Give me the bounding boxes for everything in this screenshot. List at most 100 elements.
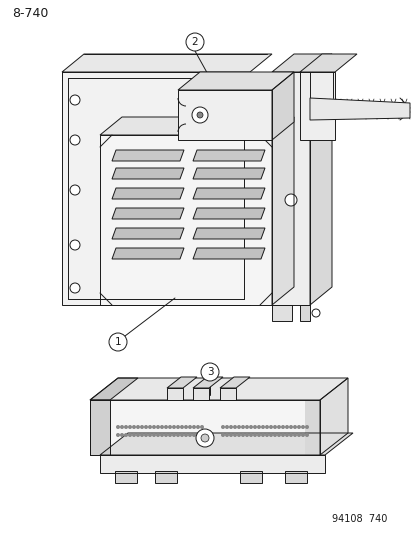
Circle shape (296, 425, 300, 429)
Circle shape (236, 425, 240, 429)
Circle shape (70, 135, 80, 145)
Circle shape (136, 433, 140, 437)
Circle shape (156, 425, 159, 429)
Circle shape (236, 433, 240, 437)
Polygon shape (112, 150, 183, 161)
Polygon shape (192, 388, 209, 400)
Polygon shape (271, 72, 293, 140)
Circle shape (199, 433, 204, 437)
Circle shape (192, 425, 195, 429)
Circle shape (192, 107, 207, 123)
Polygon shape (90, 378, 347, 400)
Circle shape (248, 433, 252, 437)
Polygon shape (192, 228, 264, 239)
Circle shape (264, 425, 268, 429)
Text: 1: 1 (114, 337, 121, 347)
Circle shape (176, 433, 180, 437)
Polygon shape (309, 98, 409, 120)
Polygon shape (178, 90, 271, 140)
Circle shape (240, 425, 244, 429)
Circle shape (260, 433, 264, 437)
Circle shape (156, 433, 159, 437)
Circle shape (268, 425, 272, 429)
Circle shape (256, 433, 260, 437)
Circle shape (144, 425, 147, 429)
Circle shape (168, 433, 171, 437)
Circle shape (195, 425, 199, 429)
Circle shape (116, 425, 120, 429)
Circle shape (109, 333, 127, 351)
Circle shape (296, 433, 300, 437)
Circle shape (199, 425, 204, 429)
Polygon shape (271, 305, 291, 321)
Polygon shape (100, 455, 324, 473)
Polygon shape (219, 388, 235, 400)
Polygon shape (271, 72, 309, 305)
Circle shape (147, 425, 152, 429)
Text: 2: 2 (191, 37, 198, 47)
Polygon shape (90, 378, 138, 400)
Circle shape (228, 433, 233, 437)
Circle shape (183, 425, 188, 429)
Circle shape (188, 433, 192, 437)
Polygon shape (62, 54, 271, 72)
Circle shape (164, 425, 168, 429)
Circle shape (70, 283, 80, 293)
Circle shape (224, 433, 228, 437)
Circle shape (197, 112, 202, 118)
Polygon shape (271, 117, 293, 305)
Polygon shape (192, 150, 264, 161)
Polygon shape (112, 228, 183, 239)
Circle shape (124, 425, 128, 429)
Circle shape (132, 433, 136, 437)
Circle shape (128, 433, 132, 437)
Circle shape (292, 433, 296, 437)
Circle shape (280, 433, 284, 437)
Circle shape (311, 309, 319, 317)
Polygon shape (112, 168, 183, 179)
Circle shape (252, 433, 256, 437)
Circle shape (284, 425, 288, 429)
Circle shape (276, 433, 280, 437)
Circle shape (248, 425, 252, 429)
Circle shape (140, 425, 144, 429)
Circle shape (272, 425, 276, 429)
Circle shape (120, 425, 124, 429)
Polygon shape (299, 72, 334, 140)
Circle shape (70, 240, 80, 250)
Circle shape (159, 425, 164, 429)
Polygon shape (166, 377, 197, 388)
Polygon shape (112, 248, 183, 259)
Circle shape (276, 425, 280, 429)
Circle shape (300, 433, 304, 437)
Polygon shape (309, 54, 331, 305)
Circle shape (188, 425, 192, 429)
Polygon shape (100, 135, 271, 305)
Circle shape (140, 433, 144, 437)
Polygon shape (319, 378, 347, 455)
Circle shape (233, 425, 236, 429)
Polygon shape (192, 377, 223, 388)
Polygon shape (166, 388, 183, 400)
Circle shape (292, 425, 296, 429)
Circle shape (144, 433, 147, 437)
Circle shape (195, 433, 199, 437)
Polygon shape (304, 400, 319, 455)
Polygon shape (192, 188, 264, 199)
Polygon shape (62, 72, 249, 305)
Polygon shape (112, 188, 183, 199)
Polygon shape (192, 248, 264, 259)
Circle shape (284, 433, 288, 437)
Circle shape (280, 425, 284, 429)
Circle shape (244, 433, 248, 437)
Text: 3: 3 (206, 367, 213, 377)
Circle shape (185, 33, 204, 51)
Polygon shape (178, 72, 293, 90)
Circle shape (221, 425, 224, 429)
Polygon shape (240, 471, 261, 483)
Circle shape (195, 429, 214, 447)
Circle shape (288, 425, 292, 429)
Circle shape (304, 425, 308, 429)
Circle shape (201, 434, 209, 442)
Circle shape (224, 425, 228, 429)
